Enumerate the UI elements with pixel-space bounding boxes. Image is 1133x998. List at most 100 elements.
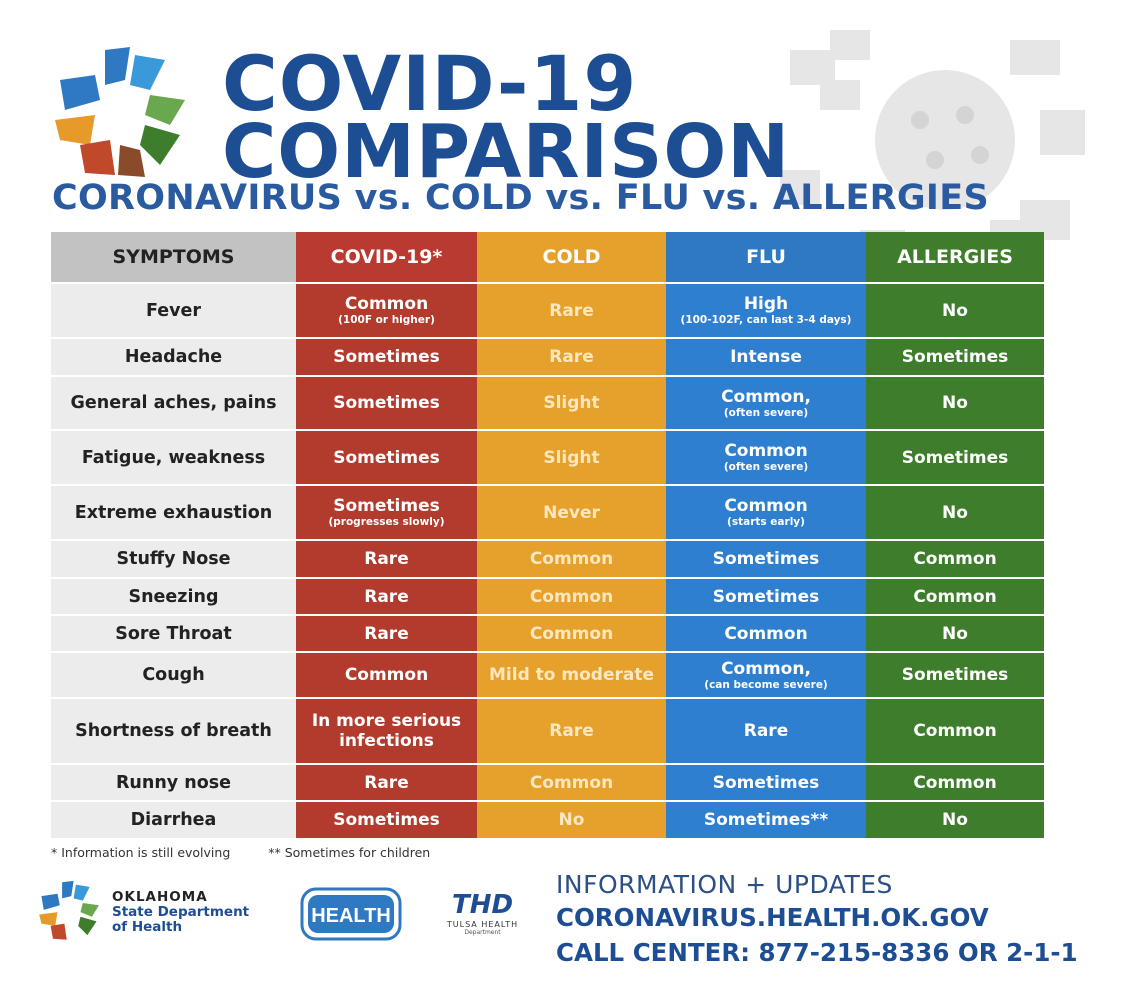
allergies-cell-value: Sometimes [901,665,1009,685]
covid-cell-value: Common [344,665,429,685]
ok-line-3: of Health [112,919,183,935]
allergies-cell: No [866,801,1044,840]
flu-cell-value: Common [724,496,808,516]
covid-cell-value: Rare [364,623,409,644]
cold-cell: Common [477,615,666,653]
cold-cell: Common [477,764,666,802]
cold-cell-value: No [558,810,585,830]
flu-cell-value: Intense [730,347,802,367]
table-row: Headache Sometimes Rare Intense Sometimes [51,338,1044,377]
flu-cell-value: Common, [721,386,811,407]
symptom-cell: Diarrhea [51,801,296,840]
covid-cell-value: Common [344,294,429,314]
ok-line-2: State Department [112,904,250,920]
covid-cell-value: In more serious [311,711,462,731]
footnote-2: ** Sometimes for children [268,845,431,860]
table-row: Extreme exhaustion Sometimes (progresses s… [51,485,1044,541]
allergies-cell: No [866,485,1044,541]
cold-cell: Slight [477,376,666,431]
flu-cell: Rare [666,698,866,765]
symptom-cell: Cough [51,652,296,699]
table-row: General aches, pains Sometimes Slight Commo… [51,376,1044,431]
table-row: Fatigue, weakness Sometimes Slight Common (o… [51,430,1044,486]
cold-cell-value: Slight [543,393,600,413]
table-row: Sneezing Rare Common Sometimes Common [51,578,1044,616]
flu-cell-value: Common, [721,658,811,679]
info-heading: INFORMATION + UPDATES [556,870,893,899]
covid-cell: Sometimes [296,801,477,840]
cold-cell: Rare [477,698,666,765]
symptom-cell: Sore Throat [51,615,296,653]
ok-line-1: OKLAHOMA [112,889,208,905]
covid-cell-value: Sometimes [333,447,440,468]
symptom-cell: Stuffy Nose [51,540,296,579]
allergies-cell: Common [866,540,1044,579]
allergies-cell-value: No [942,393,968,413]
flu-cell: Common (often severe) [666,430,866,486]
flu-cell-value: Common [724,441,808,461]
cold-cell: Common [477,578,666,616]
title-line-2: COMPARISON [222,109,791,195]
info-block: INFORMATION + UPDATES CORONAVIRUS.HEALTH… [556,870,1078,967]
flu-cell: Common, (can become severe) [666,652,866,699]
flu-cell-note: (100-102F, can last 3-4 days) [680,314,852,326]
table-row: Runny nose Rare Common Sometimes Common [51,764,1044,802]
covid-cell-value: Sometimes [333,393,440,413]
health-badge-logo: HEALTH [300,887,402,941]
flu-cell: Common [666,615,866,653]
allergies-cell: Common [866,698,1044,765]
flu-cell: Sometimes [666,764,866,802]
cold-cell: Rare [477,338,666,377]
covid-cell: Sometimes [296,338,477,377]
flu-cell: High (100-102F, can last 3-4 days) [666,283,866,339]
cold-cell-value: Mild to moderate [489,665,654,685]
flu-cell-note: (can become severe) [704,678,828,691]
covid-cell: Rare [296,615,477,653]
thd-abbr: THD [451,890,514,920]
footnote-1: * Information is still evolving [51,845,231,860]
covid-cell-note: infections [339,731,434,751]
cold-cell-value: Common [529,623,614,644]
cold-cell: Never [477,485,666,541]
flu-cell: Sometimes [666,578,866,616]
flu-cell-value: High [743,294,789,314]
symptom-cell: Shortness of breath [51,698,296,765]
thd-logo: THD TULSA HEALTH Department [430,890,535,936]
table-row: Cough Common Mild to moderate Common, (can b… [51,652,1044,699]
flu-cell-value: Sometimes [712,549,820,569]
cold-cell-value: Common [529,549,614,569]
covid-cell: Rare [296,578,477,616]
covid-cell-value: Sometimes [333,496,440,516]
header-symptoms: SYMPTOMS [51,232,296,284]
covid-cell: Common (100F or higher) [296,283,477,339]
covid-cell-value: Rare [364,772,409,793]
oklahoma-star-logo [55,47,185,177]
cold-cell: No [477,801,666,840]
footnotes: * Information is still evolving ** Somet… [51,845,464,860]
header-allergies: ALLERGIES [866,232,1044,284]
symptom-cell: Fever [51,283,296,339]
table-row: Diarrhea Sometimes No Sometimes** No [51,801,1044,840]
symptom-cell: Sneezing [51,578,296,616]
cold-cell-value: Rare [549,721,594,741]
symptom-cell: Fatigue, weakness [51,430,296,486]
info-website: CORONAVIRUS.HEALTH.OK.GOV [556,903,989,932]
allergies-cell: Sometimes [866,652,1044,699]
cold-cell: Mild to moderate [477,652,666,699]
flu-cell-value: Sometimes [712,772,820,793]
allergies-cell-value: No [942,502,968,523]
table-row: Stuffy Nose Rare Common Sometimes Common [51,540,1044,579]
allergies-cell-value: Common [913,586,997,607]
allergies-cell-value: Common [913,772,997,793]
header-flu: FLU [666,232,866,284]
cold-cell-value: Common [529,772,614,793]
covid-cell-value: Sometimes [333,347,440,367]
flu-cell-note: (often severe) [723,461,809,473]
allergies-cell-value: Common [913,721,997,741]
covid-cell: Sometimes [296,430,477,486]
allergies-cell: Sometimes [866,430,1044,486]
thd-line-2: TULSA HEALTH [446,920,519,929]
flu-cell: Common, (often severe) [666,376,866,431]
subtitle: CORONAVIRUS vs. COLD vs. FLU vs. ALLERGI… [52,178,989,218]
covid-cell-note: (100F or higher) [338,314,435,326]
